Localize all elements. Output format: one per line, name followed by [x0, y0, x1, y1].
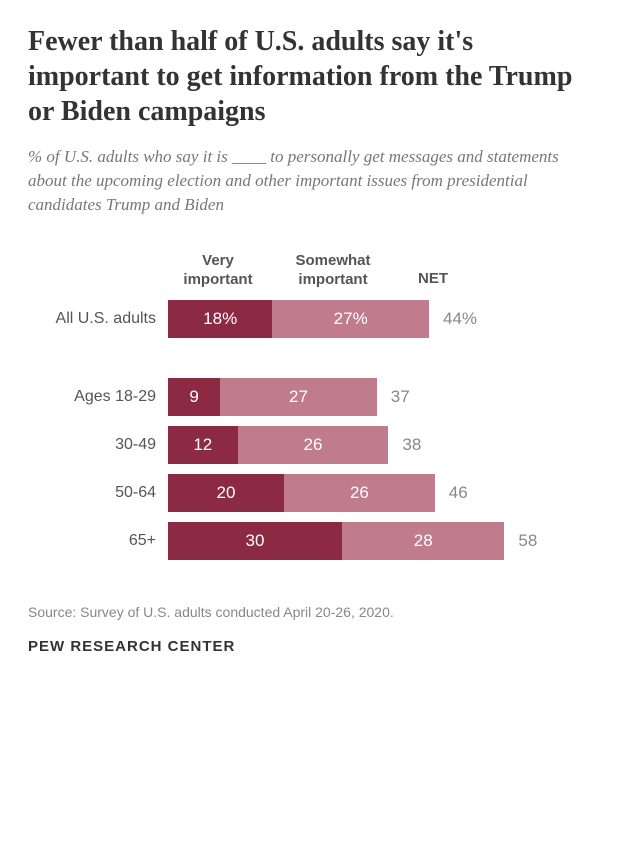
chart-title: Fewer than half of U.S. adults say it's …: [28, 24, 592, 129]
bar-segment-somewhat: 26: [284, 474, 435, 512]
row-label: Ages 18-29: [28, 388, 168, 406]
bar-segment-somewhat: 27: [220, 378, 377, 416]
bar-segment-very: 30: [168, 522, 342, 560]
column-headers: Very important Somewhat important NET: [28, 252, 592, 290]
chart-row: 65+302858: [28, 522, 592, 560]
header-somewhat-l1: Somewhat: [295, 252, 370, 269]
header-somewhat-l2: important: [298, 271, 367, 288]
row-label: All U.S. adults: [28, 310, 168, 328]
header-very-l1: Very: [202, 252, 234, 269]
stacked-bar-chart: Very important Somewhat important NET Al…: [28, 252, 592, 560]
bar-segment-very: 18%: [168, 300, 272, 338]
net-value: 37: [377, 387, 410, 407]
bar-wrap: 18%27%44%: [168, 300, 477, 338]
header-very-important: Very important: [168, 252, 268, 290]
chart-row: All U.S. adults18%27%44%: [28, 300, 592, 338]
row-gap: [28, 348, 592, 378]
net-value: 58: [504, 531, 537, 551]
source-note: Source: Survey of U.S. adults conducted …: [28, 604, 592, 620]
bar-wrap: 302858: [168, 522, 537, 560]
rows-container: All U.S. adults18%27%44%Ages 18-29927373…: [28, 300, 592, 560]
bar-segment-somewhat: 26: [238, 426, 389, 464]
bar-segment-very: 20: [168, 474, 284, 512]
chart-row: 30-49122638: [28, 426, 592, 464]
row-label: 50-64: [28, 484, 168, 502]
header-spacer: [28, 252, 168, 290]
net-value: 44%: [429, 309, 477, 329]
net-value: 38: [388, 435, 421, 455]
row-label: 65+: [28, 532, 168, 550]
row-label: 30-49: [28, 436, 168, 454]
chart-subtitle: % of U.S. adults who say it is ____ to p…: [28, 145, 592, 216]
bar-segment-somewhat: 28: [342, 522, 504, 560]
header-somewhat-important: Somewhat important: [268, 252, 398, 290]
header-net: NET: [398, 252, 468, 290]
chart-row: Ages 18-2992737: [28, 378, 592, 416]
footer-org: PEW RESEARCH CENTER: [28, 638, 592, 655]
bar-wrap: 122638: [168, 426, 421, 464]
bar-wrap: 202646: [168, 474, 468, 512]
chart-row: 50-64202646: [28, 474, 592, 512]
bar-segment-very: 12: [168, 426, 238, 464]
bar-segment-somewhat: 27%: [272, 300, 429, 338]
bar-segment-very: 9: [168, 378, 220, 416]
header-very-l2: important: [183, 271, 252, 288]
bar-wrap: 92737: [168, 378, 410, 416]
net-value: 46: [435, 483, 468, 503]
